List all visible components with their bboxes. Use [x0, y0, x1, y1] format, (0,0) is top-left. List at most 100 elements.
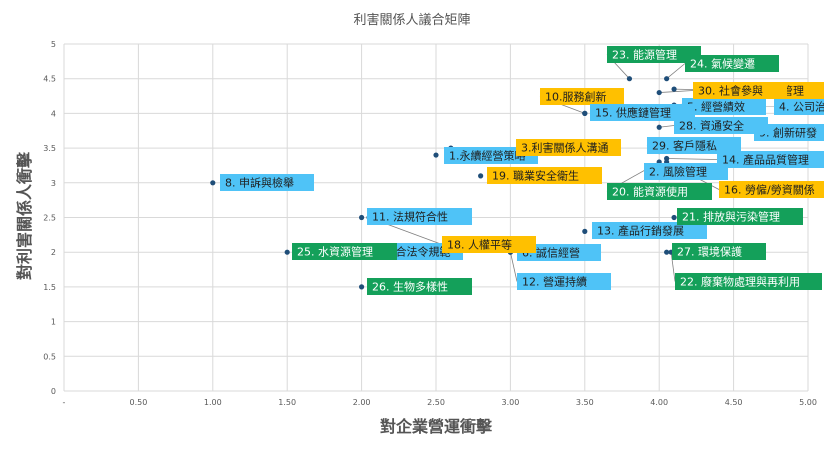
scatter-point — [656, 89, 662, 96]
data-label-box — [675, 273, 822, 290]
data-label: 16. 勞僱/勞資關係 — [724, 183, 815, 197]
scatter-point — [671, 86, 677, 92]
data-label-box — [444, 147, 538, 164]
data-label-box — [672, 243, 766, 260]
data-label: 26. 生物多樣性 — [372, 280, 448, 294]
x-tick-label: 2.50 — [427, 398, 445, 407]
scatter-point — [582, 228, 588, 234]
data-label-box — [292, 243, 397, 260]
data-label-box — [540, 88, 624, 105]
scatter-point — [478, 173, 484, 179]
data-label: 29. 客戶隱私 — [652, 139, 717, 153]
data-label: 23. 能源管理 — [612, 48, 677, 62]
data-label: 4. 公司治理 — [779, 100, 824, 114]
data-label-box — [644, 163, 728, 180]
data-label: 8. 申訴與檢舉 — [225, 176, 294, 190]
data-label-box — [693, 82, 787, 99]
data-label-box — [367, 208, 472, 225]
x-tick-label: 4.50 — [725, 398, 743, 407]
label-leader-line — [666, 158, 718, 160]
data-label: 12. 營運持續 — [522, 275, 587, 289]
data-label: 28. 資通安全 — [679, 119, 744, 133]
label-leader-line — [659, 90, 694, 93]
data-label: 30. 社會參與 — [698, 84, 763, 98]
data-label-box — [517, 273, 611, 290]
data-label: 2. 風險管理 — [649, 165, 707, 179]
data-label: 1.永續經營策略 — [449, 149, 526, 163]
data-label-box — [677, 208, 803, 225]
y-tick-label: 1 — [51, 318, 56, 327]
scatter-point — [664, 249, 670, 255]
scatter-point — [626, 76, 633, 82]
x-tick-label: - — [63, 398, 66, 407]
data-label: 15. 供應鏈管理 — [595, 106, 671, 120]
y-axis-title: 對利害關係人衝擊 — [15, 151, 34, 280]
data-label: 3.利害關係人溝通 — [521, 141, 609, 155]
data-label: 11. 法規符合性 — [372, 210, 448, 224]
scatter-point — [284, 249, 290, 255]
label-leader-line — [510, 252, 518, 282]
data-label: 18. 人權平等 — [447, 238, 512, 252]
scatter-point — [582, 110, 588, 116]
data-label: 19. 職業安全衛生 — [492, 169, 579, 183]
data-label: 20. 能資源使用 — [612, 185, 688, 199]
y-tick-label: 2 — [51, 248, 56, 257]
data-label: 9. 創新研發 — [759, 126, 817, 140]
data-label-box — [590, 104, 695, 121]
scatter-point — [359, 214, 365, 221]
data-label-box — [717, 151, 824, 168]
x-tick-label: 1.00 — [204, 398, 222, 407]
data-label-box — [592, 222, 707, 239]
label-leader-line — [666, 63, 686, 80]
data-label-box — [754, 124, 824, 141]
chart-title: 利害關係人議合矩陣 — [353, 12, 470, 28]
data-label-box — [220, 174, 314, 191]
data-label: 5. 經營績效 — [687, 100, 745, 114]
y-tick-label: 4.5 — [43, 75, 56, 84]
data-label: 10.服務創新 — [545, 90, 607, 104]
data-label: 27. 環境保護 — [677, 245, 742, 259]
data-label-box — [517, 244, 601, 261]
data-label-box — [719, 181, 824, 198]
y-tick-label: 1.5 — [43, 283, 56, 292]
y-tick-label: 3.5 — [43, 144, 56, 153]
y-tick-label: 3 — [51, 179, 56, 188]
data-label-box — [487, 167, 602, 184]
scatter-point — [671, 214, 677, 221]
y-tick-label: 0 — [51, 387, 56, 396]
x-tick-label: 0.50 — [129, 398, 147, 407]
data-label: 24. 氣候變遷 — [690, 57, 755, 71]
x-tick-label: 4.00 — [650, 398, 668, 407]
data-label: 6. 誠信經營 — [522, 246, 580, 260]
x-tick-label: 1.50 — [278, 398, 296, 407]
scatter-point — [433, 152, 439, 158]
data-label-box — [607, 46, 701, 63]
data-label-box — [442, 236, 536, 253]
scatter-point — [656, 124, 662, 130]
data-label: 22. 廢棄物處理與再利用 — [680, 275, 800, 289]
x-tick-label: 3.00 — [501, 398, 519, 407]
y-tick-label: 2.5 — [43, 214, 56, 223]
data-label-box — [674, 117, 768, 134]
label-leader-line — [670, 252, 676, 282]
data-label: 14. 產品品質管理 — [722, 153, 809, 167]
data-label-box — [516, 139, 621, 156]
data-label: 25. 水資源管理 — [297, 245, 373, 259]
data-labels: 1.永續經營策略 2. 風險管理 3.利害關係人溝通 4. 公司治理 5. 經營績效 6.… — [220, 46, 824, 295]
data-label: 13. 產品行銷發展 — [597, 224, 684, 238]
scatter-point — [210, 180, 216, 186]
y-tick-label: 5 — [51, 40, 56, 49]
x-tick-label: 2.00 — [353, 398, 371, 407]
scatter-point — [359, 284, 365, 290]
y-tick-label: 0.5 — [43, 352, 56, 361]
x-axis-title: 對企業營運衝擊 — [380, 417, 493, 436]
data-label-box — [607, 183, 712, 200]
data-label-box — [682, 98, 766, 115]
scatter-point — [664, 76, 670, 82]
data-label-box — [774, 98, 824, 115]
x-tick-label: 3.50 — [576, 398, 594, 407]
data-label-box — [647, 137, 741, 154]
data-label: 21. 排放與污染管理 — [682, 210, 780, 224]
